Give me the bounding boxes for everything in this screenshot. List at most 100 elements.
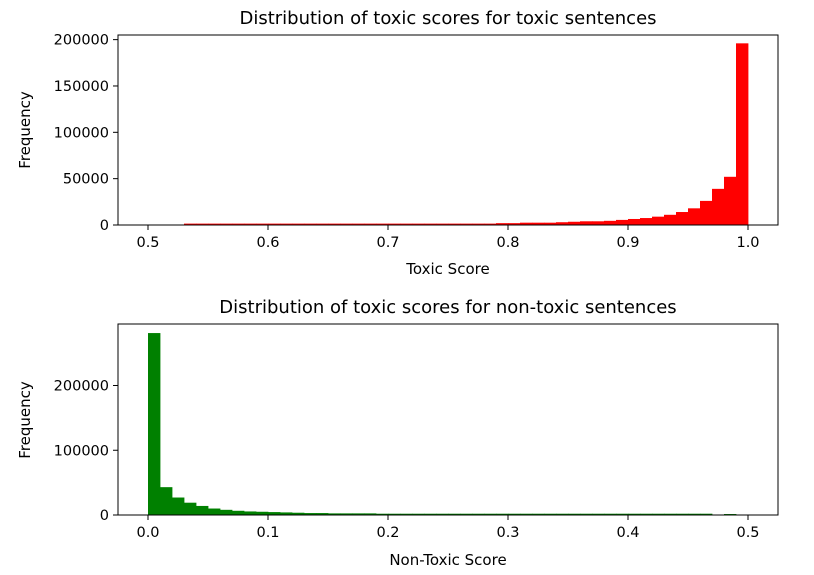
histogram-bars	[148, 333, 737, 515]
histogram-bar	[244, 511, 257, 515]
histogram-bar	[544, 222, 557, 225]
y-axis-label: Frequency	[16, 381, 34, 459]
histogram-bar	[148, 333, 161, 515]
histogram-bar	[328, 513, 341, 515]
histogram-bar	[364, 513, 377, 515]
histogram-bar	[340, 223, 353, 225]
x-tick-label: 0.2	[376, 525, 399, 541]
histogram-bar	[616, 513, 629, 515]
histogram-bar	[196, 505, 209, 515]
x-axis-ticks: 0.5 0.6 0.7 0.8 0.9 1.0	[136, 225, 760, 251]
histogram-bar	[220, 509, 233, 515]
histogram-bar	[580, 513, 593, 515]
x-axis-label: Toxic Score	[405, 260, 489, 278]
histogram-bar	[496, 513, 509, 515]
histogram-bar	[688, 208, 701, 225]
y-axis-label: Frequency	[16, 91, 34, 169]
histogram-bar	[232, 510, 245, 515]
histogram-bar	[436, 223, 449, 225]
toxic-histogram: Distribution of toxic scores for toxic s…	[16, 8, 779, 278]
x-tick-label: 0.6	[256, 235, 279, 251]
histogram-bar	[556, 222, 569, 225]
histogram-bars	[184, 43, 749, 226]
histogram-bar	[412, 223, 425, 225]
histogram-bar	[316, 223, 329, 225]
histogram-bar	[484, 223, 497, 225]
histogram-bar	[604, 220, 617, 225]
plot-area	[117, 323, 779, 516]
histogram-bar	[280, 223, 293, 225]
histogram-bar	[160, 487, 173, 515]
histogram-bar	[208, 508, 221, 515]
y-tick-label: 200000	[54, 379, 109, 395]
histogram-bar	[640, 218, 653, 225]
histogram-bar	[652, 216, 665, 225]
histogram-bar	[712, 188, 725, 225]
histogram-bar	[388, 513, 401, 515]
histogram-bar	[304, 513, 317, 515]
histogram-bar	[700, 513, 713, 515]
histogram-bar	[652, 513, 665, 515]
histogram-bar	[736, 43, 749, 226]
x-tick-label: 0.5	[736, 525, 759, 541]
histogram-bar	[292, 223, 305, 225]
histogram-bar	[592, 513, 605, 515]
histogram-bar	[472, 223, 485, 225]
histogram-bar	[688, 513, 701, 515]
histogram-bar	[232, 223, 245, 225]
y-tick-label: 0	[100, 218, 109, 234]
histogram-bar	[376, 223, 389, 225]
histogram-bar	[448, 223, 461, 225]
histogram-bar	[472, 513, 485, 515]
histogram-bar	[520, 513, 533, 515]
histogram-bar	[460, 513, 473, 515]
histogram-bar	[364, 223, 377, 225]
y-tick-label: 100000	[54, 125, 109, 141]
histogram-bar	[352, 223, 365, 225]
histogram-bar	[616, 219, 629, 225]
histogram-bar	[508, 223, 521, 225]
histogram-bar	[292, 512, 305, 515]
non-toxic-histogram: Distribution of toxic scores for non-tox…	[16, 297, 779, 569]
histogram-bar	[580, 221, 593, 225]
histogram-bar	[592, 221, 605, 225]
histogram-bar	[424, 223, 437, 225]
histogram-bar	[568, 513, 581, 515]
x-axis-ticks: 0.0 0.1 0.2 0.3 0.4 0.5	[136, 515, 760, 541]
histogram-bar	[184, 502, 197, 515]
histogram-bar	[184, 223, 197, 225]
y-axis-ticks: 0 50000 100000 150000 200000	[54, 33, 118, 234]
histogram-bar	[340, 513, 353, 515]
x-tick-label: 0.3	[496, 525, 519, 541]
histogram-bar	[352, 513, 365, 515]
histogram-bar	[328, 223, 341, 225]
histogram-bar	[508, 513, 521, 515]
histogram-bar	[604, 513, 617, 515]
histogram-bar	[436, 513, 449, 515]
y-tick-label: 200000	[54, 33, 109, 49]
histogram-bar	[448, 513, 461, 515]
x-tick-label: 0.9	[616, 235, 639, 251]
histogram-bar	[544, 513, 557, 515]
histogram-bar	[388, 223, 401, 225]
histogram-bar	[412, 513, 425, 515]
x-tick-label: 1.0	[736, 235, 759, 251]
histogram-bar	[640, 513, 653, 515]
histogram-bar	[700, 200, 713, 225]
histogram-bar	[676, 212, 689, 225]
histogram-bar	[568, 221, 581, 225]
plot-area	[117, 34, 779, 226]
histogram-bar	[172, 497, 185, 515]
x-tick-label: 0.5	[136, 235, 159, 251]
histogram-bar	[424, 513, 437, 515]
chart-title: Distribution of toxic scores for toxic s…	[239, 8, 656, 29]
y-tick-label: 0	[100, 508, 109, 524]
histogram-bar	[628, 218, 641, 225]
x-axis-label: Non-Toxic Score	[389, 551, 506, 569]
histogram-bar	[520, 222, 533, 225]
histogram-bar	[268, 512, 281, 515]
x-tick-label: 0.8	[496, 235, 519, 251]
histogram-bar	[268, 223, 281, 225]
histogram-bar	[664, 513, 677, 515]
